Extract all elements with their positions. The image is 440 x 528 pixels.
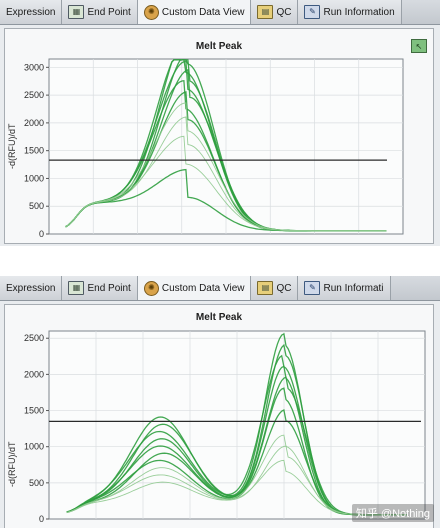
tab-label: End Point (87, 282, 131, 294)
tab-label: QC (276, 6, 292, 18)
y-tick-label: 500 (29, 201, 44, 211)
qc-icon: ▤ (257, 5, 274, 19)
chart-options-button[interactable]: ↖ (411, 39, 427, 53)
y-tick-label: 3000 (24, 62, 44, 72)
watermark: 知乎 @Nothing (351, 504, 434, 522)
y-tick-label: 1500 (24, 406, 44, 416)
tab-qc-top[interactable]: ▤ QC (251, 0, 299, 24)
endpoint-icon: ▦ (68, 281, 85, 295)
tab-end-point-bottom[interactable]: ▦ End Point (62, 276, 138, 300)
y-tick-label: 1000 (24, 173, 44, 183)
melt-peak-chart-bottom: Melt Peak -d(RFU)/dT 0 500 1000 1500 2000 250… (4, 304, 434, 528)
tab-label: QC (276, 282, 292, 294)
tab-label: Custom Data View (161, 282, 245, 294)
plot-area-bottom[interactable]: 0 500 1000 1500 2000 2500 (5, 305, 433, 528)
run-info-icon: ✎ (304, 281, 321, 295)
melt-curve (66, 459, 408, 516)
endpoint-icon: ▦ (68, 5, 85, 19)
y-tick-label: 0 (39, 229, 44, 239)
tab-label: Run Informati (323, 282, 384, 294)
tab-expression-top[interactable]: Expression (0, 0, 63, 24)
y-tick-label: 1000 (24, 442, 44, 452)
y-tick-label: 2000 (24, 118, 44, 128)
tab-custom-data-view-top[interactable]: ✺ Custom Data View (137, 0, 252, 24)
tab-run-information-top[interactable]: ✎ Run Information (298, 0, 402, 24)
chart-title: Melt Peak (195, 41, 243, 52)
qc-icon: ▤ (257, 281, 274, 295)
melt-peak-chart-top: Melt Peak -d(RFU)/dT ↖ 0 500 1000 1500 2000 2… (4, 28, 434, 244)
tab-label: Expression (6, 6, 56, 18)
tab-run-information-bottom[interactable]: ✎ Run Informati (298, 276, 391, 300)
tab-expression-bottom[interactable]: Expression (0, 276, 63, 300)
run-info-icon: ✎ (304, 5, 321, 19)
gear-icon: ✺ (143, 280, 159, 296)
chart-title: Melt Peak (195, 312, 243, 323)
tab-label: Expression (6, 282, 56, 294)
tab-label: Custom Data View (161, 6, 245, 18)
y-tick-label: 500 (29, 478, 44, 488)
plot-area-top[interactable]: 0 500 1000 1500 2000 2500 3000 (5, 29, 433, 243)
y-tick-label: 2500 (24, 90, 44, 100)
tab-label: Run Information (323, 6, 395, 18)
panel-gap (0, 246, 440, 276)
melt-peak-window-bottom: Expression ▦ End Point ✺ Custom Data Vie… (0, 276, 440, 528)
tab-qc-bottom[interactable]: ▤ QC (251, 276, 299, 300)
tab-bar-bottom: Expression ▦ End Point ✺ Custom Data Vie… (0, 276, 440, 301)
melt-curve (65, 135, 387, 232)
y-tick-label: 0 (39, 514, 44, 524)
tab-custom-data-view-bottom[interactable]: ✺ Custom Data View (137, 276, 252, 300)
y-tick-label: 1500 (24, 146, 44, 156)
y-tick-label: 2000 (24, 369, 44, 379)
tab-label: End Point (87, 6, 131, 18)
gear-icon: ✺ (143, 4, 159, 20)
y-tick-label: 2500 (24, 333, 44, 343)
tab-end-point-top[interactable]: ▦ End Point (62, 0, 138, 24)
melt-peak-window-top: Expression ▦ End Point ✺ Custom Data Vie… (0, 0, 440, 246)
tab-bar-top: Expression ▦ End Point ✺ Custom Data Vie… (0, 0, 440, 25)
